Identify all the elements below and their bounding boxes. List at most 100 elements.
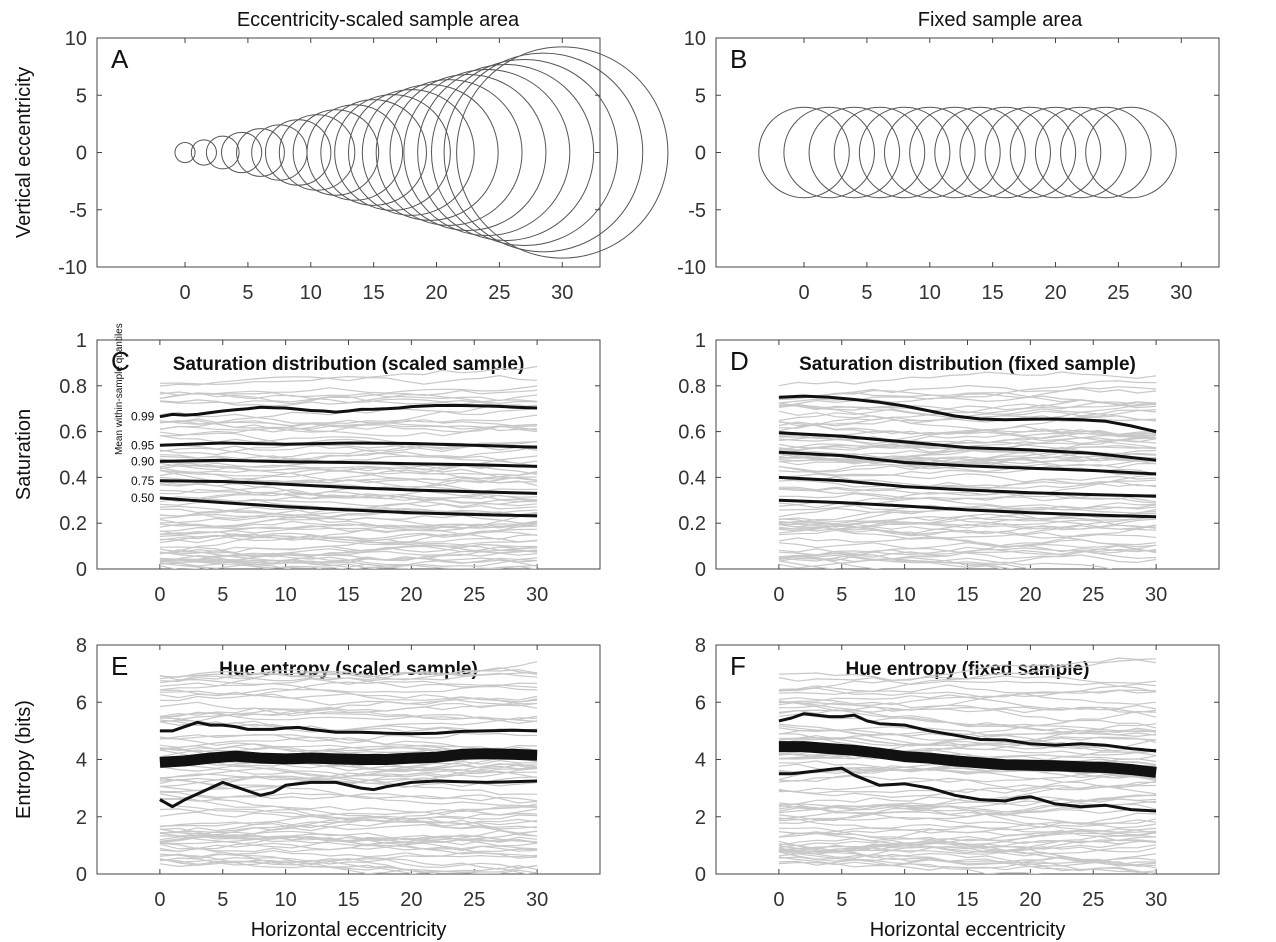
- sample-circle: [858, 106, 951, 199]
- y-tick-label: -5: [69, 200, 87, 222]
- background-curve: [159, 833, 538, 847]
- series-line-0-95: [778, 431, 1157, 462]
- background-curve: [159, 798, 538, 829]
- x-tick-label: 10: [275, 584, 297, 606]
- sample-circle: [220, 131, 263, 174]
- background-curve: [159, 678, 538, 691]
- background-curve: [159, 680, 538, 702]
- x-tick-label: 25: [1082, 584, 1104, 606]
- background-curve: [778, 551, 1034, 569]
- sample-circle: [430, 58, 619, 247]
- background-curve: [778, 784, 1157, 810]
- x-axis-label: Horizontal eccentricity: [251, 919, 447, 941]
- background-curve: [159, 860, 538, 874]
- background-curve: [778, 421, 1157, 435]
- series-line-upper: [159, 720, 538, 736]
- background-curve: [159, 451, 538, 467]
- background-curve: [159, 530, 538, 542]
- background-curve: [159, 732, 538, 741]
- sample-circle: [1034, 106, 1127, 199]
- background-curve: [778, 401, 1157, 411]
- background-curve: [778, 689, 1157, 706]
- panel-letter: C: [111, 346, 130, 376]
- y-tick-label: 0.8: [59, 376, 87, 398]
- panel-letter: B: [730, 44, 747, 74]
- x-tick-label: 15: [956, 889, 978, 911]
- x-tick-label: 20: [400, 584, 422, 606]
- series-line-lower: [778, 766, 1157, 813]
- background-curve: [778, 451, 1157, 464]
- y-tick-label: 0: [695, 864, 706, 886]
- background-curve: [159, 760, 538, 796]
- x-tick-label: 10: [300, 282, 322, 304]
- series-line-0-75: [778, 475, 1157, 498]
- y-tick-label: 1: [76, 330, 87, 352]
- background-curve: [778, 465, 1157, 483]
- background-curve: [159, 793, 538, 813]
- background-curve: [159, 458, 538, 484]
- background-curve: [159, 856, 437, 874]
- background-curve: [778, 737, 1157, 752]
- sample-circle: [758, 106, 850, 199]
- quantile-label: 0.75: [131, 474, 155, 488]
- y-axis-label: Vertical eccentricity: [13, 67, 35, 238]
- background-curve: [159, 556, 538, 565]
- background-curve: [159, 490, 538, 503]
- background-curve: [159, 392, 538, 402]
- y-tick-label: 0.8: [678, 376, 706, 398]
- background-curve: [778, 444, 1157, 460]
- series-line-0-50: [778, 498, 1157, 519]
- background-curve: [159, 848, 538, 862]
- sample-circle: [389, 74, 547, 231]
- background-curve: [778, 832, 1157, 866]
- background-curve: [159, 821, 538, 837]
- background-curve: [159, 463, 538, 487]
- background-curve: [159, 476, 538, 495]
- y-axis-label: Entropy (bits): [13, 700, 35, 819]
- background-curve: [778, 701, 1157, 729]
- y-tick-label: 4: [695, 750, 706, 772]
- background-curve: [159, 431, 538, 465]
- sample-circle: [1009, 106, 1102, 199]
- background-curve: [159, 559, 538, 569]
- y-tick-label: 6: [76, 692, 87, 714]
- y-tick-label: 0: [76, 559, 87, 581]
- sample-circle: [909, 106, 1001, 199]
- sample-circle: [1060, 106, 1152, 199]
- background-curve: [778, 371, 1157, 387]
- sample-circle: [306, 104, 404, 201]
- panel-d: 0 5 10 15 20 25 30 0 0.2 0.4 0.6 0.8 1 D Saturation di…: [678, 330, 1220, 606]
- background-curve: [778, 474, 1157, 496]
- x-tick-label: 25: [488, 282, 510, 304]
- background-curve: [778, 476, 1157, 487]
- background-curve: [159, 393, 538, 407]
- x-tick-label: 15: [337, 584, 359, 606]
- y-tick-label: 0.2: [59, 513, 87, 535]
- panel-letter: D: [730, 346, 749, 376]
- background-curve: [159, 698, 538, 718]
- background-curve: [778, 523, 1157, 552]
- background-curve: [159, 558, 538, 569]
- background-curve: [778, 524, 1157, 559]
- background-curve: [778, 855, 1157, 866]
- x-tick-label: 0: [179, 282, 190, 304]
- y-tick-label: 8: [695, 635, 706, 657]
- background-curve: [159, 549, 538, 558]
- background-curve: [159, 801, 538, 837]
- panel-a: 0 5 10 15 20 25 30 -10 -5 0 5 10 A Vertical eccentric…: [13, 28, 669, 304]
- x-tick-label: 25: [463, 889, 485, 911]
- sample-circle: [278, 114, 356, 191]
- background-curve: [778, 709, 1157, 730]
- background-curve: [778, 389, 1157, 407]
- background-curve: [778, 437, 1157, 452]
- sample-circle: [174, 141, 196, 164]
- y-tick-label: 0.4: [59, 467, 87, 489]
- y-tick-label: 0.4: [678, 467, 706, 489]
- sample-circle: [348, 89, 475, 216]
- background-curve: [159, 711, 538, 722]
- background-curve: [778, 491, 1157, 500]
- x-tick-label: 5: [242, 282, 253, 304]
- sample-circle: [1085, 106, 1177, 199]
- quantile-label: 0.90: [131, 454, 155, 468]
